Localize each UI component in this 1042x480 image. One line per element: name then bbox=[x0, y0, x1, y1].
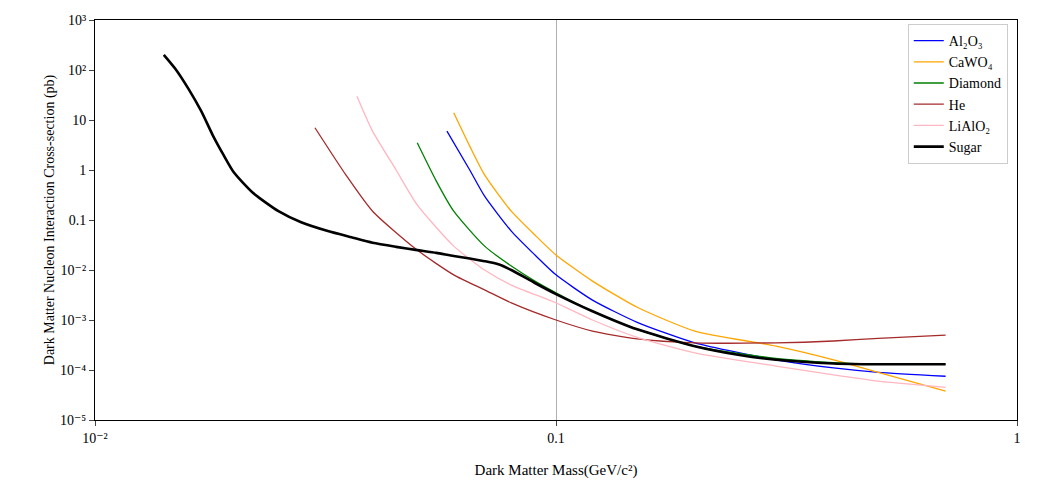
svg-text:0.1: 0.1 bbox=[69, 213, 87, 228]
svg-text:10⁻⁵: 10⁻⁵ bbox=[60, 413, 86, 428]
svg-text:10⁻⁴: 10⁻⁴ bbox=[60, 363, 86, 378]
svg-text:Sugar: Sugar bbox=[949, 140, 982, 155]
svg-text:Al₂O₃: Al₂O₃ bbox=[949, 34, 983, 49]
svg-text:10³: 10³ bbox=[68, 13, 86, 28]
svg-text:10²: 10² bbox=[68, 63, 86, 78]
svg-text:Dark Matter Mass(GeV/c²): Dark Matter Mass(GeV/c²) bbox=[475, 462, 638, 479]
svg-text:CaWO₄: CaWO₄ bbox=[949, 55, 993, 70]
svg-text:He: He bbox=[949, 98, 965, 113]
svg-text:Diamond: Diamond bbox=[949, 76, 1001, 91]
svg-text:10⁻³: 10⁻³ bbox=[61, 313, 87, 328]
svg-text:10⁻²: 10⁻² bbox=[61, 263, 87, 278]
svg-text:1: 1 bbox=[1014, 431, 1021, 446]
svg-text:1: 1 bbox=[79, 163, 86, 178]
svg-text:10⁻²: 10⁻² bbox=[82, 431, 108, 446]
svg-text:10: 10 bbox=[72, 113, 86, 128]
svg-text:LiAlO₂: LiAlO₂ bbox=[949, 119, 991, 134]
svg-text:0.1: 0.1 bbox=[547, 431, 565, 446]
svg-text:Dark Matter Nucleon Interactio: Dark Matter Nucleon Interaction Cross-se… bbox=[42, 74, 58, 365]
